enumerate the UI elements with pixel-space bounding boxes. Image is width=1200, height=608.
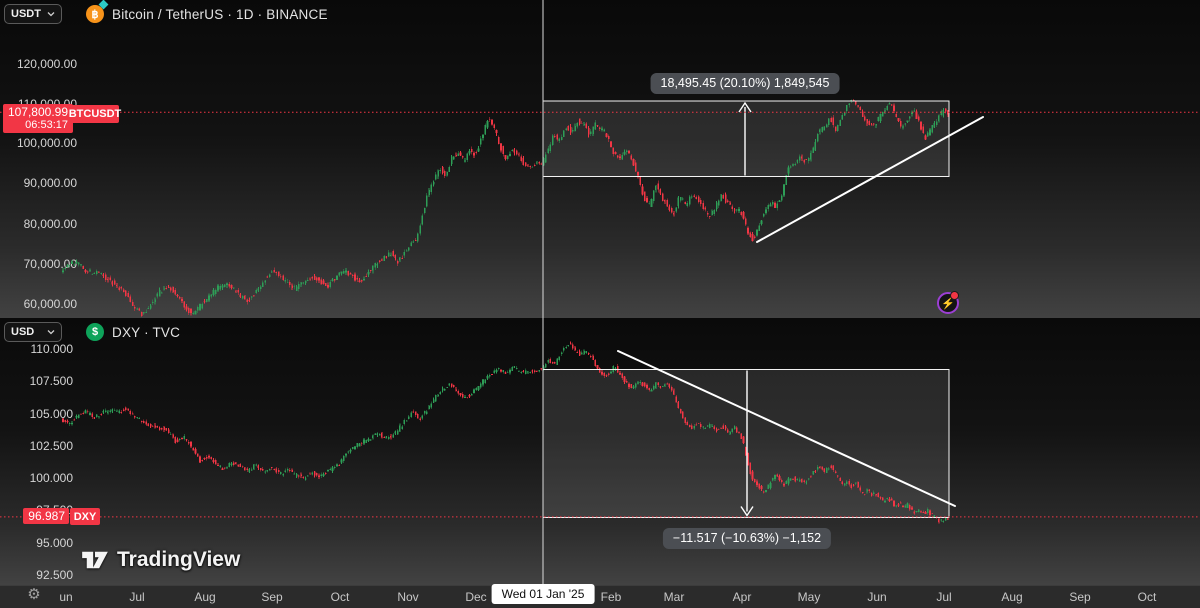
bitcoin-icon: ฿ (86, 0, 109, 23)
currency-select-usd[interactable]: USD (4, 322, 62, 342)
time-axis-month-label: Oct (1137, 590, 1157, 604)
price-axis-tick: 90,000.00 (23, 176, 77, 191)
ticker-label-btcusdt: BTCUSDT (69, 105, 121, 123)
time-axis[interactable]: un Jul Aug Sep Oct Nov Dec Feb Mar Apr May Jun Jul Au… (0, 585, 1200, 608)
price-axis-tick: 110.000 (30, 342, 74, 356)
symbol-title-dxy: DXY · TVC (112, 324, 181, 340)
time-axis-month-label: Sep (261, 590, 283, 604)
chevron-down-icon (47, 330, 55, 335)
time-axis-month-label: Jun (867, 590, 887, 604)
notification-dot (950, 291, 959, 300)
price-axis-tick: 107.500 (29, 374, 73, 389)
price-axis-tick: 70,000.00 (23, 256, 77, 271)
last-price-value: 107,800.99 (7, 105, 68, 119)
legend-row-btc: USDT ฿ Bitcoin / TetherUS · 1D · BINANCE (4, 0, 328, 24)
time-axis-month-label: Jul (936, 590, 952, 604)
last-price-badge-dxy: 96.987 (23, 508, 69, 524)
watermark-text: TradingView (117, 548, 241, 571)
price-range-measurement-label-btc: 18,495.45 (20.10%) 1,849,545 (650, 73, 840, 94)
legend-row-dxy: USD $ DXY · TVC (4, 322, 180, 342)
time-axis-month-label: Apr (732, 590, 752, 604)
time-axis-settings-icon[interactable]: ⚙ (27, 586, 41, 603)
ticker-label-dxy: DXY (70, 508, 100, 525)
price-axis-tick: 120,000.00 (16, 57, 77, 71)
price-axis-tick: 100.000 (29, 471, 73, 485)
currency-select-usdt[interactable]: USDT (4, 4, 62, 24)
price-axis-tick: 100,000.00 (16, 136, 77, 151)
time-axis-month-label: Feb (600, 590, 622, 604)
price-axis-tick: 95.000 (36, 535, 73, 550)
time-axis-month-label: Sep (1069, 590, 1091, 604)
lightning-button[interactable]: ⚡ (937, 291, 959, 314)
pane-dxy (0, 318, 1200, 585)
time-axis-month-label: Dec (465, 590, 487, 604)
price-range-measurement-label-dxy: −11.517 (−10.63%) −1,152 (662, 528, 832, 549)
chevron-down-icon (47, 12, 55, 17)
time-axis-month-label: Nov (397, 590, 419, 604)
time-axis-month-label: Jul (129, 590, 145, 604)
pane-btcusdt (0, 0, 1200, 319)
last-price-badge-btc: 107,800.99 06:53:17 (3, 104, 73, 133)
price-axis-tick: 92.500 (36, 567, 73, 582)
tradingview-watermark: TradingView (80, 548, 240, 572)
price-axis-tick: 102.500 (29, 438, 73, 453)
symbol-title-btc: Bitcoin / TetherUS · 1D · BINANCE (112, 6, 328, 22)
time-axis-month-label: May (797, 590, 821, 604)
time-axis-month-label: Aug (1001, 590, 1023, 604)
currency-select-value: USD (11, 326, 35, 338)
time-axis-month-label: Aug (194, 590, 216, 604)
time-axis-month-label: un (59, 590, 73, 604)
price-axis-tick: 60,000.00 (23, 296, 77, 311)
tradingview-logo-icon (82, 551, 108, 569)
time-axis-month-label: Oct (330, 590, 350, 604)
dollar-icon: $ (86, 323, 104, 341)
price-axis-tick: 80,000.00 (23, 216, 77, 231)
currency-select-value: USDT (11, 8, 41, 20)
price-axis-tick: 105.000 (29, 406, 73, 421)
bar-countdown: 06:53:17 (25, 119, 68, 131)
time-axis-month-label: Mar (663, 590, 685, 604)
crosshair-date-badge: Wed 01 Jan '25 (491, 584, 595, 604)
